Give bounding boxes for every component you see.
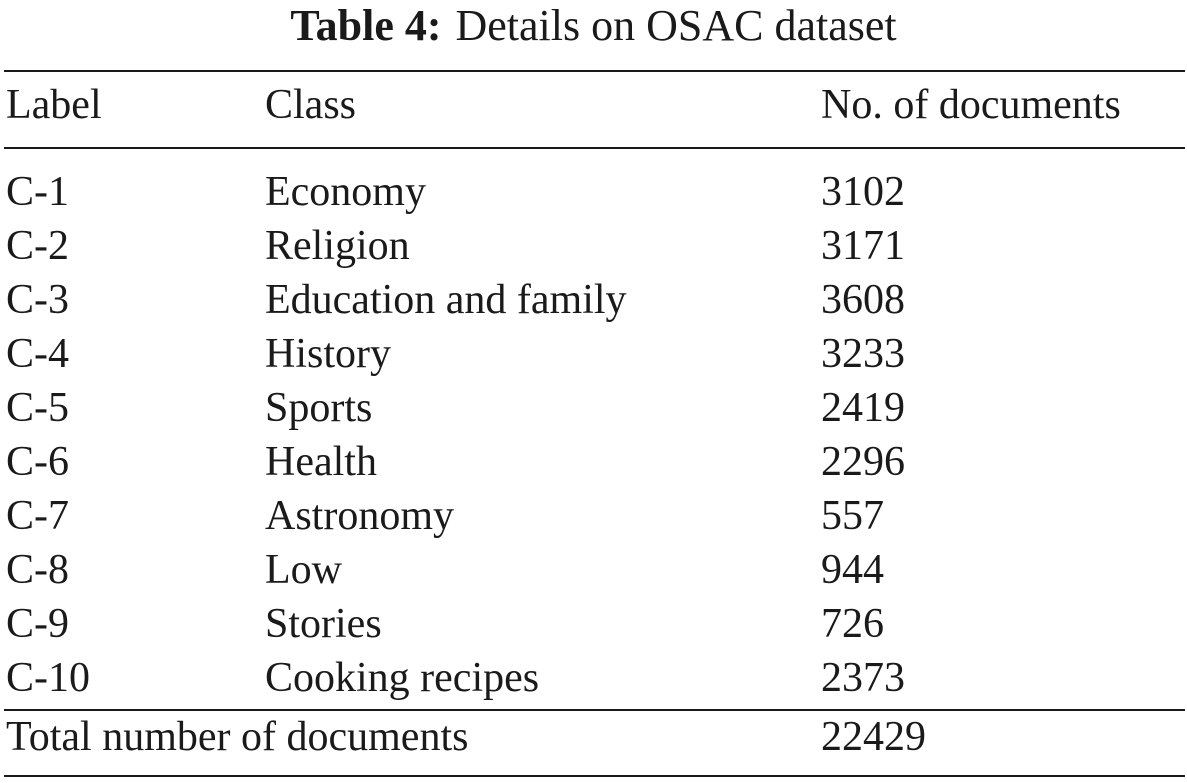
row-10-label: C-10 bbox=[6, 655, 90, 701]
header-class: Class bbox=[265, 82, 357, 128]
total-rule bbox=[4, 709, 1185, 711]
row-8-documents: 944 bbox=[821, 547, 884, 593]
row-7-class: Astronomy bbox=[265, 493, 454, 539]
row-3-label: C-3 bbox=[6, 277, 69, 323]
row-9-label: C-9 bbox=[6, 601, 69, 647]
row-2-documents: 3171 bbox=[821, 223, 905, 269]
row-5-documents: 2419 bbox=[821, 385, 905, 431]
row-9-class: Stories bbox=[265, 601, 382, 647]
row-2-class: Religion bbox=[265, 223, 410, 269]
table-caption-label: Table 4: bbox=[290, 1, 442, 50]
row-7-label: C-7 bbox=[6, 493, 69, 539]
total-value: 22429 bbox=[821, 714, 926, 760]
header-label: Label bbox=[6, 82, 102, 128]
table-caption-text: Details on OSAC dataset bbox=[455, 1, 897, 50]
row-1-documents: 3102 bbox=[821, 169, 905, 215]
top-rule bbox=[4, 70, 1185, 72]
row-10-class: Cooking recipes bbox=[265, 655, 540, 701]
row-9-documents: 726 bbox=[821, 601, 884, 647]
row-6-label: C-6 bbox=[6, 439, 69, 485]
row-3-documents: 3608 bbox=[821, 277, 905, 323]
bottom-rule bbox=[4, 775, 1185, 777]
row-1-label: C-1 bbox=[6, 169, 69, 215]
row-4-documents: 3233 bbox=[821, 331, 905, 377]
row-6-documents: 2296 bbox=[821, 439, 905, 485]
header-documents: No. of documents bbox=[821, 82, 1121, 128]
row-8-label: C-8 bbox=[6, 547, 69, 593]
table-caption: Table 4: Details on OSAC dataset bbox=[0, 2, 1187, 50]
row-8-class: Low bbox=[265, 547, 342, 593]
row-5-class: Sports bbox=[265, 385, 373, 431]
header-rule bbox=[4, 147, 1185, 149]
row-3-class: Education and family bbox=[265, 277, 627, 323]
row-10-documents: 2373 bbox=[821, 655, 905, 701]
row-1-class: Economy bbox=[265, 169, 426, 215]
row-2-label: C-2 bbox=[6, 223, 69, 269]
row-6-class: Health bbox=[265, 439, 377, 485]
row-7-documents: 557 bbox=[821, 493, 884, 539]
row-5-label: C-5 bbox=[6, 385, 69, 431]
total-label: Total number of documents bbox=[6, 714, 469, 760]
row-4-class: History bbox=[265, 331, 391, 377]
row-4-label: C-4 bbox=[6, 331, 69, 377]
